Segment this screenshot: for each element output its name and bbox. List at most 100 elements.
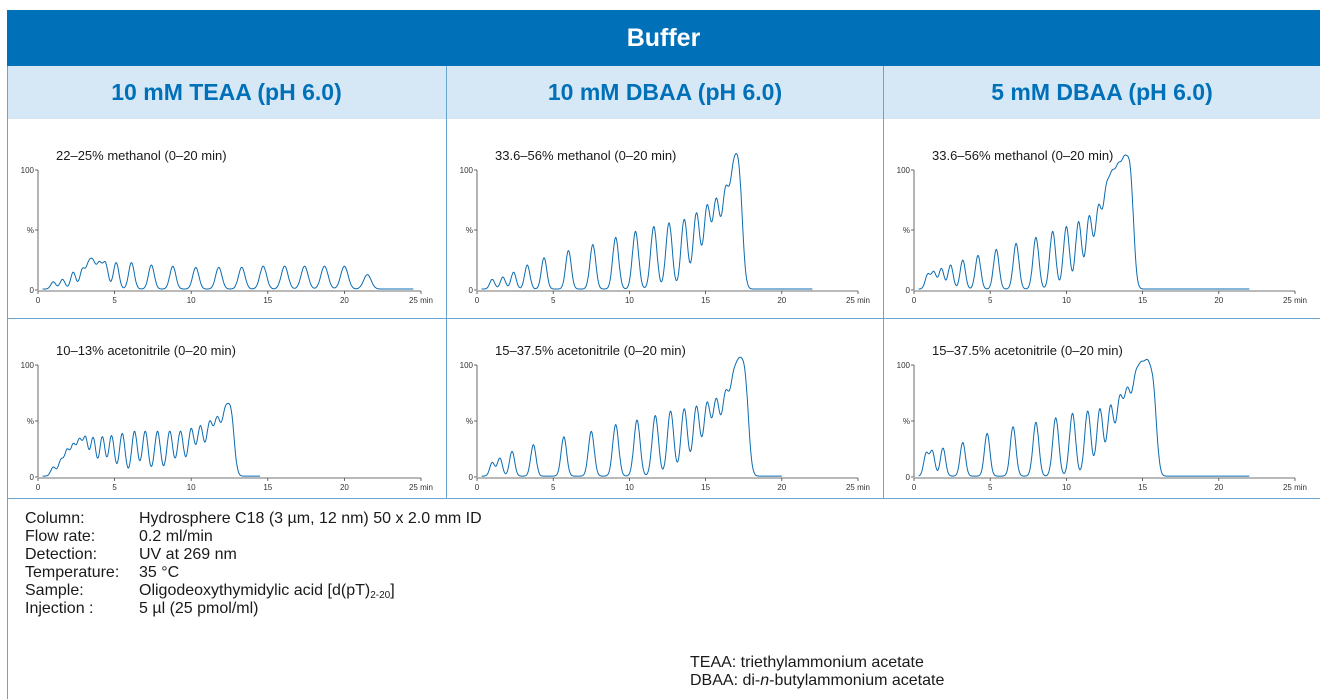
- chromatogram-cell: 33.6–56% methanol (0–20 min) 100% 0 0 5 10 15 2…: [884, 140, 1320, 310]
- y-tick-label: 100: [460, 166, 474, 175]
- buffer-header: Buffer: [7, 10, 1320, 66]
- chart-title: 10–13% acetonitrile (0–20 min): [56, 343, 236, 358]
- x-tick-label: 15: [263, 483, 272, 492]
- chart-title: 33.6–56% methanol (0–20 min): [495, 148, 676, 163]
- x-tick-label: 20: [1214, 296, 1223, 305]
- x-tick-label: 15: [701, 296, 710, 305]
- condition-value: 35 °C: [139, 564, 180, 581]
- x-tick-label: 25 min: [1283, 296, 1307, 305]
- condition-label: Flow rate:: [25, 528, 96, 545]
- x-tick-label: 25 min: [409, 483, 433, 492]
- y-tick-label: 0: [906, 286, 911, 295]
- chart-title: 33.6–56% methanol (0–20 min): [932, 148, 1113, 163]
- y-tick-label: 0: [906, 473, 911, 482]
- x-tick-label: 0: [36, 483, 41, 492]
- chromatogram-cell: 15–37.5% acetonitrile (0–20 min) 100% 0 0 5 1…: [884, 335, 1320, 497]
- chromatogram-cell: 10–13% acetonitrile (0–20 min) 100% 0 0 5 10 1…: [8, 335, 446, 497]
- x-tick-label: 0: [912, 483, 917, 492]
- divider: [7, 66, 8, 699]
- condition-value: 0.2 ml/min: [139, 528, 213, 545]
- x-tick-label: 5: [988, 483, 993, 492]
- condition-value: 5 µl (25 pmol/ml): [139, 600, 259, 617]
- chromatogram: 15–37.5% acetonitrile (0–20 min) 100% 00 5 1…: [460, 343, 870, 492]
- abbrev-dbaa-prefix: DBAA: di-: [690, 672, 761, 689]
- x-tick-label: 20: [777, 296, 786, 305]
- x-tick-label: 10: [625, 483, 634, 492]
- x-tick-label: 15: [701, 483, 710, 492]
- divider: [883, 66, 884, 498]
- buffer-title: Buffer: [626, 23, 701, 52]
- divider: [7, 318, 1320, 319]
- chromatogram-trace: [918, 358, 1250, 477]
- abbrev-dbaa: DBAA: di-n-butylammonium acetate: [690, 672, 944, 690]
- divider: [7, 498, 1320, 499]
- y-tick-label: 100: [897, 166, 911, 175]
- y-tick-label: 0: [469, 473, 474, 482]
- y-tick-label: 0: [30, 473, 35, 482]
- x-tick-label: 0: [36, 296, 41, 305]
- x-tick-label: 10: [1062, 483, 1071, 492]
- x-tick-label: 10: [625, 296, 634, 305]
- chart-title: 22–25% methanol (0–20 min): [56, 148, 227, 163]
- x-tick-label: 20: [340, 483, 349, 492]
- condition-detection: Detection: UV at 269 nm: [25, 546, 482, 564]
- condition-value: Hydrosphere C18 (3 µm, 12 nm) 50 x 2.0 m…: [139, 510, 482, 527]
- chromatogram-cell: 33.6–56% methanol (0–20 min) 100% 0 0 5 10 15 2…: [447, 140, 883, 310]
- x-tick-label: 10: [187, 296, 196, 305]
- condition-temperature: Temperature: 35 °C: [25, 564, 482, 582]
- chart-title: 15–37.5% acetonitrile (0–20 min): [932, 343, 1123, 358]
- abbrev-dbaa-italic: n: [760, 672, 770, 689]
- chromatogram: 33.6–56% methanol (0–20 min) 100% 00 5 10 15 2…: [897, 148, 1307, 305]
- chromatogram-trace: [481, 152, 813, 290]
- condition-label: Temperature:: [25, 564, 120, 581]
- x-tick-label: 20: [1214, 483, 1223, 492]
- x-tick-label: 0: [912, 296, 917, 305]
- x-tick-label: 5: [551, 296, 556, 305]
- y-tick-label: %: [466, 226, 473, 235]
- chromatogram: 22–25% methanol (0–20 min) 100% 00 5 10 15 20 2…: [21, 148, 433, 305]
- condition-value-subscript: 2-20: [370, 590, 391, 601]
- chromatogram-cell: 15–37.5% acetonitrile (0–20 min) 100% 0 0 5 1…: [447, 335, 883, 497]
- condition-column: Column: Hydrosphere C18 (3 µm, 12 nm) 50 …: [25, 510, 482, 528]
- chromatogram-cell: 22–25% methanol (0–20 min) 100% 0 0 5 10 15 20 2…: [8, 140, 446, 310]
- divider: [446, 66, 447, 498]
- y-tick-label: 100: [21, 361, 35, 370]
- chromatogram-trace: [42, 402, 261, 477]
- y-tick-label: 100: [460, 361, 474, 370]
- x-tick-label: 5: [551, 483, 556, 492]
- abbreviations: TEAA: triethylammonium acetate DBAA: di-…: [690, 654, 944, 690]
- y-tick-label: %: [903, 226, 910, 235]
- chromatogram: 15–37.5% acetonitrile (0–20 min) 100% 00 5 1…: [897, 343, 1307, 492]
- x-tick-label: 10: [187, 483, 196, 492]
- y-tick-label: 0: [30, 286, 35, 295]
- conditions-list: Column: Hydrosphere C18 (3 µm, 12 nm) 50 …: [25, 510, 482, 618]
- y-tick-label: %: [27, 417, 34, 426]
- x-tick-label: 15: [1138, 483, 1147, 492]
- condition-value-end: ]: [390, 582, 395, 599]
- y-tick-label: %: [27, 226, 34, 235]
- condition-flow: Flow rate: 0.2 ml/min: [25, 528, 482, 546]
- x-tick-label: 20: [340, 296, 349, 305]
- y-tick-label: %: [903, 417, 910, 426]
- x-tick-label: 25 min: [846, 483, 870, 492]
- y-tick-label: 100: [897, 361, 911, 370]
- chromatogram-trace: [42, 257, 414, 290]
- condition-value: UV at 269 nm: [139, 546, 237, 563]
- x-tick-label: 5: [988, 296, 993, 305]
- column-title-3: 5 mM DBAA (pH 6.0): [884, 66, 1320, 119]
- x-tick-label: 5: [112, 483, 117, 492]
- condition-label: Sample:: [25, 582, 84, 599]
- x-tick-label: 25 min: [846, 296, 870, 305]
- condition-label: Detection:: [25, 546, 98, 563]
- x-tick-label: 25 min: [409, 296, 433, 305]
- x-tick-label: 0: [475, 483, 480, 492]
- chromatogram: 33.6–56% methanol (0–20 min) 100% 00 5 10 15 2…: [460, 148, 870, 305]
- y-tick-label: 100: [21, 166, 35, 175]
- y-tick-label: %: [466, 417, 473, 426]
- condition-injection: Injection : 5 µl (25 pmol/ml): [25, 600, 482, 618]
- x-tick-label: 15: [1138, 296, 1147, 305]
- abbrev-dbaa-suffix: -butylammonium acetate: [769, 672, 945, 689]
- x-tick-label: 10: [1062, 296, 1071, 305]
- x-tick-label: 0: [475, 296, 480, 305]
